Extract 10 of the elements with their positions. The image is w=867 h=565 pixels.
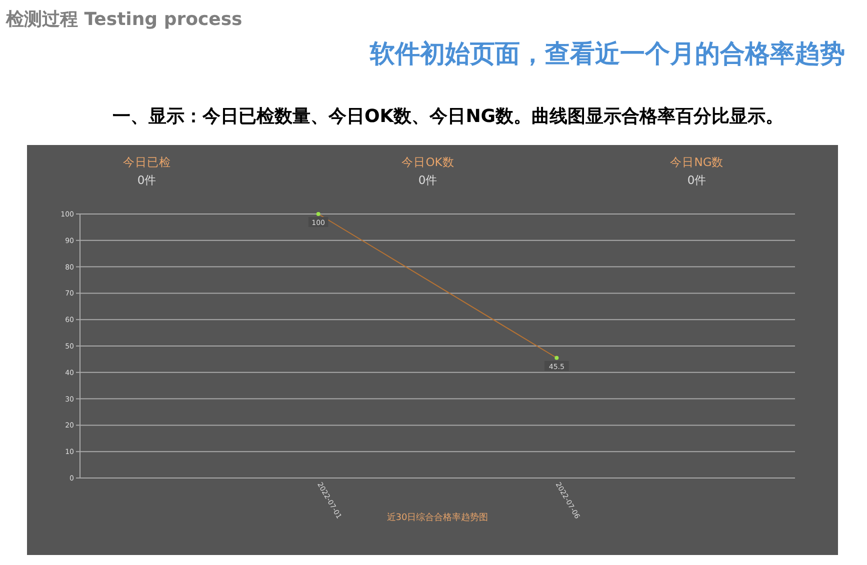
text: 0件 xyxy=(137,173,157,187)
text: 一、显示：今日已检数量、今日OK数、今日NG数。曲线图显示合格率百分比显示。 xyxy=(112,106,784,127)
text: 今日已检 xyxy=(123,155,171,169)
text: 软件初始页面，查看近一个月的合格率趋势 xyxy=(369,39,845,68)
text: 今日OK数 xyxy=(402,155,454,169)
x-axis-title: 近30日综合合格率趋势图 xyxy=(386,512,488,523)
text: 检测过程 Testing process xyxy=(5,9,242,30)
text: 0件 xyxy=(687,173,707,187)
text: 今日NG数 xyxy=(670,155,724,169)
text: 0件 xyxy=(418,173,438,187)
